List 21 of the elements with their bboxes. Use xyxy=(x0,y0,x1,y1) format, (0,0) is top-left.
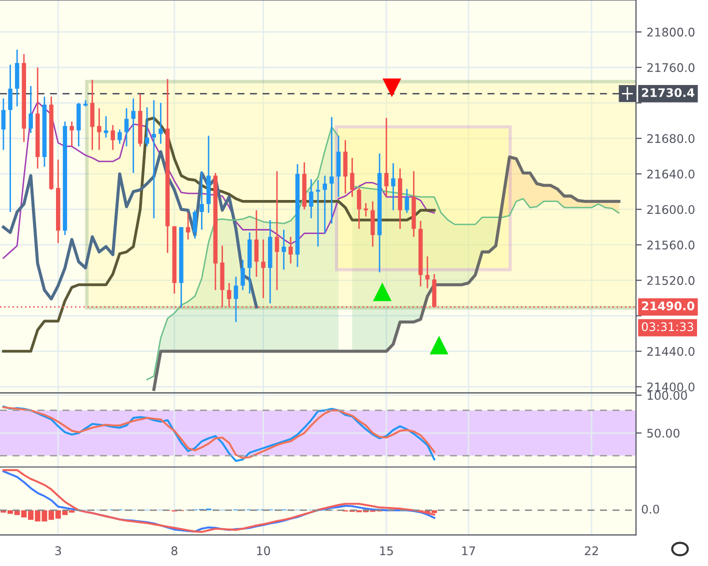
y-tick-label: 50.00 xyxy=(647,428,680,438)
y-tick-label: 100.00 xyxy=(648,390,687,400)
y-tick-label: 21760.0 xyxy=(647,63,694,72)
y-tick-label: 21800.0 xyxy=(647,28,694,37)
y-tick-label: 21440.0 xyxy=(647,347,694,356)
y-tick-label: 21640.0 xyxy=(647,170,694,179)
x-tick-label: 8 xyxy=(171,546,178,556)
y-tick-label: 21560.0 xyxy=(647,240,694,250)
ref-line-label: 0.0 xyxy=(642,504,660,514)
x-tick-label: 10 xyxy=(257,546,270,556)
ref-line-label: 21490.0 xyxy=(642,301,694,310)
y-tick-label: 21520.0 xyxy=(647,276,694,285)
y-tick-label: 21400.0 xyxy=(647,382,694,392)
x-tick-label: 17 xyxy=(462,546,475,556)
y-tick-label: 21680.0 xyxy=(647,134,694,144)
x-tick-label: 15 xyxy=(380,546,393,556)
text: 03:31:33 xyxy=(642,322,694,332)
x-tick-label: 3 xyxy=(55,546,61,556)
y-tick-label: 21600.0 xyxy=(647,205,694,214)
ref-line-label: 21730.4 xyxy=(642,88,694,98)
x-tick-label: 22 xyxy=(584,546,598,556)
